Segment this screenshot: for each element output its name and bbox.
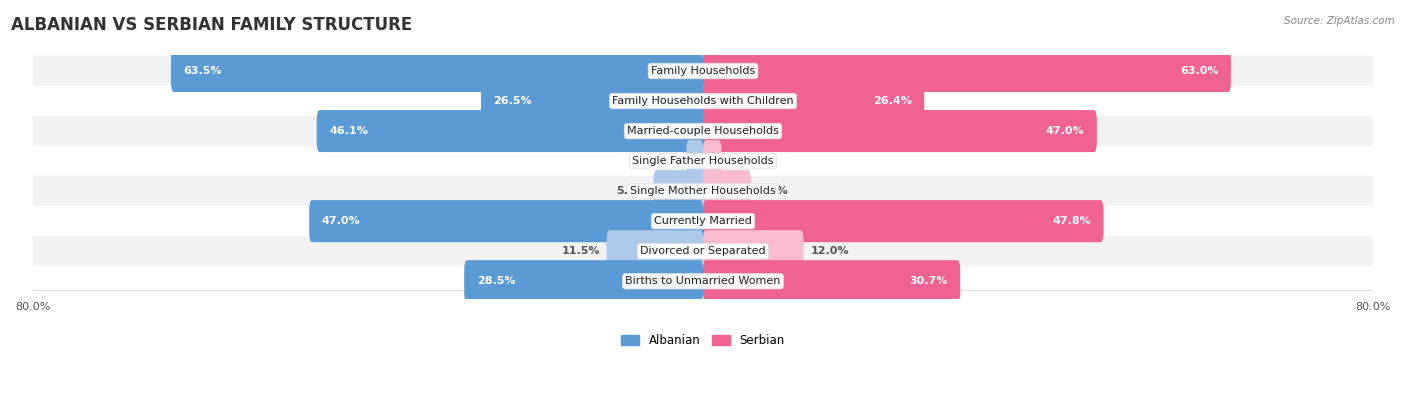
FancyBboxPatch shape xyxy=(703,50,1230,92)
Text: Family Households with Children: Family Households with Children xyxy=(612,96,794,106)
Text: Births to Unmarried Women: Births to Unmarried Women xyxy=(626,276,780,286)
Text: 12.0%: 12.0% xyxy=(810,246,849,256)
Legend: Albanian, Serbian: Albanian, Serbian xyxy=(621,334,785,347)
Text: Single Father Households: Single Father Households xyxy=(633,156,773,166)
FancyBboxPatch shape xyxy=(703,230,804,272)
Text: 30.7%: 30.7% xyxy=(910,276,948,286)
Bar xyxy=(32,116,1374,146)
Text: 5.9%: 5.9% xyxy=(616,186,647,196)
Text: 63.0%: 63.0% xyxy=(1180,66,1219,76)
Text: Single Mother Households: Single Mother Households xyxy=(630,186,776,196)
FancyBboxPatch shape xyxy=(703,110,1097,152)
Text: Married-couple Households: Married-couple Households xyxy=(627,126,779,136)
FancyBboxPatch shape xyxy=(703,170,751,212)
Bar xyxy=(32,176,1374,206)
Text: 2.2%: 2.2% xyxy=(728,156,759,166)
Text: Source: ZipAtlas.com: Source: ZipAtlas.com xyxy=(1284,16,1395,26)
FancyBboxPatch shape xyxy=(703,200,1104,242)
Text: 28.5%: 28.5% xyxy=(477,276,515,286)
FancyBboxPatch shape xyxy=(703,260,960,302)
Text: 47.0%: 47.0% xyxy=(1046,126,1084,136)
FancyBboxPatch shape xyxy=(606,230,703,272)
FancyBboxPatch shape xyxy=(464,260,703,302)
Text: Currently Married: Currently Married xyxy=(654,216,752,226)
Bar xyxy=(32,146,1374,176)
FancyBboxPatch shape xyxy=(703,140,721,182)
FancyBboxPatch shape xyxy=(172,50,703,92)
Text: 5.7%: 5.7% xyxy=(758,186,789,196)
Text: 47.8%: 47.8% xyxy=(1052,216,1091,226)
Bar xyxy=(32,86,1374,116)
Text: 26.5%: 26.5% xyxy=(494,96,531,106)
FancyBboxPatch shape xyxy=(686,140,703,182)
FancyBboxPatch shape xyxy=(703,80,924,122)
Text: 63.5%: 63.5% xyxy=(184,66,222,76)
Bar xyxy=(32,236,1374,266)
Bar xyxy=(32,266,1374,296)
FancyBboxPatch shape xyxy=(654,170,703,212)
Text: ALBANIAN VS SERBIAN FAMILY STRUCTURE: ALBANIAN VS SERBIAN FAMILY STRUCTURE xyxy=(11,16,412,34)
Text: 11.5%: 11.5% xyxy=(561,246,600,256)
Text: 26.4%: 26.4% xyxy=(873,96,911,106)
Bar xyxy=(32,206,1374,236)
FancyBboxPatch shape xyxy=(309,200,703,242)
FancyBboxPatch shape xyxy=(316,110,703,152)
Text: 46.1%: 46.1% xyxy=(329,126,368,136)
Text: 2.0%: 2.0% xyxy=(648,156,679,166)
Text: Family Households: Family Households xyxy=(651,66,755,76)
Text: 47.0%: 47.0% xyxy=(322,216,360,226)
FancyBboxPatch shape xyxy=(481,80,703,122)
Bar xyxy=(32,56,1374,86)
Text: Divorced or Separated: Divorced or Separated xyxy=(640,246,766,256)
